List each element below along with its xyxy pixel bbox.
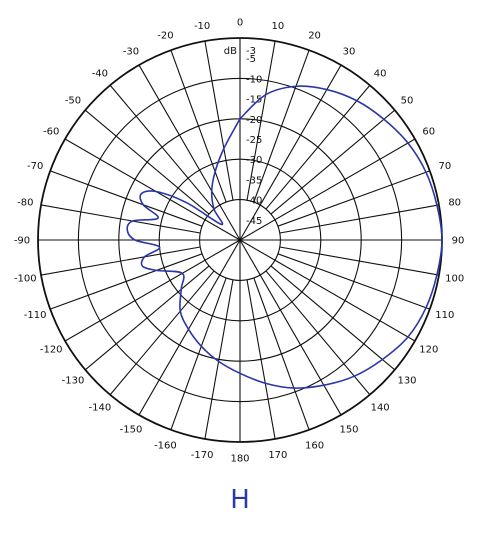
db-tick-label: -35 bbox=[246, 175, 262, 186]
grid-spoke bbox=[270, 109, 396, 215]
angle-tick-label: -10 bbox=[194, 21, 210, 32]
angle-tick-label: 70 bbox=[438, 161, 451, 172]
angle-tick-label: 150 bbox=[339, 424, 358, 435]
grid-spoke bbox=[265, 270, 371, 396]
angle-tick-label: -130 bbox=[62, 376, 85, 387]
grid-spoke bbox=[109, 84, 215, 210]
angle-tick-label: -30 bbox=[123, 47, 139, 58]
grid-spoke bbox=[277, 253, 431, 310]
grid-spoke bbox=[265, 84, 371, 210]
db-tick-label: -40 bbox=[246, 196, 262, 207]
polar-grid bbox=[37, 37, 443, 443]
angle-tick-label: 100 bbox=[445, 273, 464, 284]
angle-tick-label: 40 bbox=[374, 69, 387, 80]
angle-tick-label: -150 bbox=[120, 424, 143, 435]
grid-spoke bbox=[84, 109, 210, 215]
grid-spoke bbox=[246, 279, 276, 440]
angle-tick-label: -40 bbox=[92, 69, 108, 80]
grid-spoke bbox=[239, 64, 342, 241]
grid-spoke bbox=[253, 49, 310, 203]
angle-tick-label: -120 bbox=[40, 345, 63, 356]
angle-tick-label: 50 bbox=[401, 95, 414, 106]
angle-tick-label: 160 bbox=[305, 440, 324, 451]
db-tick-label: -3 bbox=[246, 46, 256, 57]
db-tick-label: -45 bbox=[246, 216, 262, 227]
angle-tick-label: 170 bbox=[268, 450, 287, 461]
grid-spoke bbox=[279, 246, 440, 276]
db-tick-label: -20 bbox=[246, 115, 262, 126]
grid-spoke bbox=[138, 64, 241, 241]
grid-spoke bbox=[246, 40, 276, 201]
pattern-line bbox=[126, 85, 443, 389]
grid-spoke bbox=[64, 138, 241, 241]
grid-spoke bbox=[239, 138, 416, 241]
db-tick-label: -30 bbox=[246, 155, 262, 166]
angle-tick-label: 30 bbox=[343, 47, 356, 58]
angle-tick-label: -140 bbox=[89, 403, 112, 414]
angle-tick-labels: 0 10 20 30 40 50 60 70 80 90 100 110 120 130 140 150 160… bbox=[14, 18, 465, 465]
grid-spoke bbox=[49, 170, 203, 227]
angle-tick-label: 140 bbox=[371, 403, 390, 414]
db-tick-label: -15 bbox=[246, 95, 262, 106]
angle-tick-label: 130 bbox=[397, 376, 416, 387]
grid-spoke bbox=[138, 239, 241, 416]
grid-spoke bbox=[279, 204, 440, 234]
angle-tick-label: -70 bbox=[27, 161, 43, 172]
angle-tick-label: -90 bbox=[14, 236, 30, 247]
angle-tick-label: 60 bbox=[422, 127, 435, 138]
angle-tick-label: -170 bbox=[191, 450, 214, 461]
plane-label: H bbox=[230, 485, 250, 515]
grid-spoke bbox=[270, 265, 396, 371]
grid-spoke bbox=[170, 277, 227, 431]
grid-spoke bbox=[64, 239, 241, 342]
angle-tick-label: -160 bbox=[154, 440, 177, 451]
grid-spoke bbox=[204, 279, 234, 440]
db-tick-label: -10 bbox=[246, 74, 262, 85]
db-tick-labels: -3-5 -10 -15 -20 -25 -30 -35 -40 -45 bbox=[246, 46, 262, 227]
angle-tick-label: -20 bbox=[157, 31, 173, 42]
angle-tick-label: 120 bbox=[419, 345, 438, 356]
angle-tick-label: 180 bbox=[230, 454, 249, 465]
angle-tick-label: -100 bbox=[14, 273, 37, 284]
angle-tick-label: 20 bbox=[308, 31, 321, 42]
grid-spoke bbox=[40, 204, 201, 234]
angle-tick-label: 0 bbox=[237, 18, 243, 29]
angle-tick-label: -50 bbox=[65, 95, 81, 106]
grid-spoke bbox=[277, 170, 431, 227]
grid-spoke bbox=[49, 253, 203, 310]
angle-tick-label: -60 bbox=[43, 127, 59, 138]
grid-spoke bbox=[204, 40, 234, 201]
grid-spoke bbox=[239, 239, 416, 342]
grid-spoke bbox=[40, 246, 201, 276]
grid-spoke bbox=[109, 270, 215, 396]
db-unit-label: dB bbox=[224, 46, 237, 57]
angle-tick-label: 10 bbox=[271, 21, 284, 32]
pattern-series bbox=[126, 85, 443, 389]
grid-spoke bbox=[170, 49, 227, 203]
angle-tick-label: -110 bbox=[24, 310, 47, 321]
angle-tick-label: 110 bbox=[435, 310, 454, 321]
grid-spoke bbox=[253, 277, 310, 431]
angle-tick-label: -80 bbox=[17, 198, 33, 209]
grid-spoke bbox=[84, 265, 210, 371]
db-tick-label: -25 bbox=[246, 135, 262, 146]
db-tick-label: -5 bbox=[246, 54, 256, 65]
angle-tick-label: 80 bbox=[448, 198, 461, 209]
angle-tick-label: 90 bbox=[452, 236, 465, 247]
